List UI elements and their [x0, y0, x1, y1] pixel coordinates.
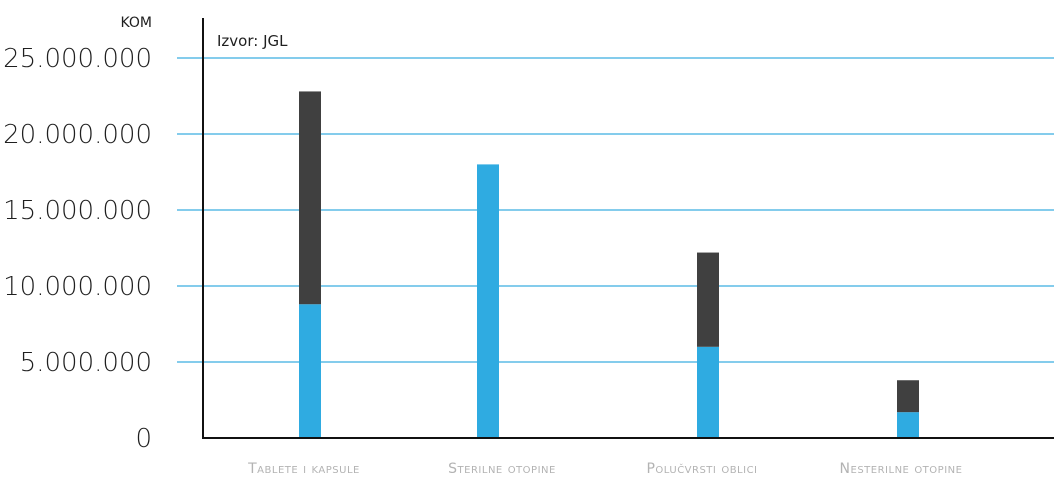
source-label: Izvor: JGL [217, 32, 288, 50]
bar-segment [477, 164, 499, 438]
y-tick-label: 25.000.000 [3, 44, 152, 74]
x-category-label: Tablete i kapsule [247, 461, 360, 477]
bar-segment [299, 91, 321, 305]
bar-segment [897, 412, 919, 438]
bars [299, 91, 919, 438]
y-tick-label: 15.000.000 [3, 196, 152, 226]
bar-segment [897, 380, 919, 413]
y-tick-label: 0 [135, 424, 152, 454]
x-category-label: Sterilne otopine [448, 461, 556, 477]
x-category-label: Nesterilne otopine [840, 461, 963, 477]
bar-segment [697, 346, 719, 438]
y-tick-label: 5.000.000 [20, 348, 152, 378]
x-category-label: Polučvrsti oblici [646, 461, 757, 477]
y-axis-unit-label: KOM [120, 15, 152, 31]
bar-segment [697, 252, 719, 347]
y-tick-label: 20.000.000 [3, 120, 152, 150]
gridlines [177, 57, 1054, 363]
x-axis-category-labels: Tablete i kapsule Sterilne otopine Polučvr… [247, 461, 962, 477]
y-tick-label: 10.000.000 [3, 272, 152, 302]
y-axis-tick-labels: 0 5.000.000 10.000.000 15.000.000 20.000.000… [3, 44, 152, 454]
bar-segment [299, 304, 321, 438]
